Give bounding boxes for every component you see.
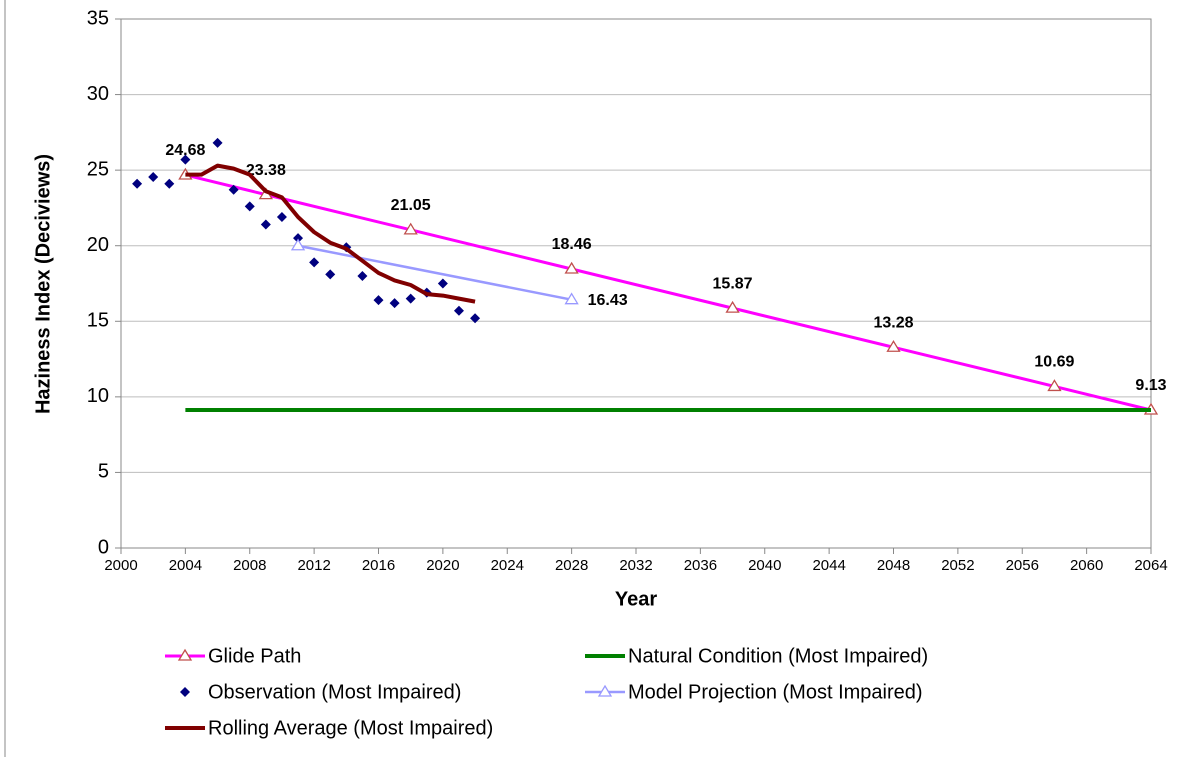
marker [725, 300, 740, 313]
x-tick-label: 2020 [426, 557, 459, 574]
marker [309, 257, 320, 268]
marker [148, 171, 159, 182]
x-tick-label: 2056 [1006, 557, 1039, 574]
marker [244, 201, 255, 212]
series-line [185, 173, 1152, 412]
marker [228, 184, 239, 195]
y-tick-label: 5 [98, 461, 109, 483]
legend-label: Observation (Most Impaired) [208, 681, 461, 703]
data-label: 24.68 [165, 142, 205, 159]
y-tick-label: 15 [87, 310, 109, 332]
data-label: 13.28 [873, 315, 913, 332]
legend-item: Natural Condition (Most Impaired) [585, 645, 928, 667]
marker [1047, 379, 1062, 392]
marker [290, 238, 306, 251]
x-tick-label: 2024 [491, 557, 524, 574]
y-tick-label: 0 [98, 536, 109, 558]
y-tick-label: 35 [87, 7, 109, 29]
legend-marker [597, 684, 613, 697]
y-tick-label: 30 [87, 83, 109, 105]
x-axis-title: Year [615, 588, 657, 610]
marker [453, 305, 464, 316]
marker [325, 269, 336, 280]
legend-label: Rolling Average (Most Impaired) [208, 717, 493, 739]
x-tick-label: 2064 [1134, 557, 1167, 574]
marker [276, 211, 287, 222]
x-tick-label: 2060 [1070, 557, 1103, 574]
x-tick-label: 2016 [362, 557, 395, 574]
data-label: 15.87 [713, 275, 753, 292]
legend-label: Model Projection (Most Impaired) [628, 681, 923, 703]
marker [293, 233, 304, 244]
data-label: 21.05 [391, 197, 431, 214]
marker [164, 178, 175, 189]
series-line [297, 244, 572, 301]
y-tick-label: 10 [87, 385, 109, 407]
x-tick-label: 2028 [555, 557, 588, 574]
y-axis-title: Haziness Index (Deciviews) [32, 154, 54, 414]
data-label: 18.46 [552, 236, 592, 253]
y-tick-label: 25 [87, 158, 109, 180]
x-tick-label: 2032 [619, 557, 652, 574]
legend-item: Observation (Most Impaired) [180, 681, 461, 703]
marker [260, 219, 271, 230]
x-tick-label: 2036 [684, 557, 717, 574]
data-label: 10.69 [1034, 354, 1074, 371]
data-label: 16.43 [588, 292, 628, 309]
data-label: 9.13 [1135, 377, 1166, 394]
legend-item: Glide Path [165, 645, 301, 667]
marker [564, 261, 579, 274]
x-tick-label: 2008 [233, 557, 266, 574]
y-tick-label: 20 [87, 234, 109, 256]
marker [405, 293, 416, 304]
x-tick-label: 2044 [812, 557, 845, 574]
series-line [185, 163, 476, 304]
x-tick-label: 2040 [748, 557, 781, 574]
marker [357, 270, 368, 281]
x-tick-label: 2012 [297, 557, 330, 574]
legend-marker [180, 687, 190, 697]
x-tick-label: 2048 [877, 557, 910, 574]
marker [564, 292, 579, 305]
marker [886, 340, 901, 352]
legend-item: Model Projection (Most Impaired) [585, 681, 923, 703]
legend-label: Glide Path [208, 645, 301, 667]
x-tick-label: 2052 [941, 557, 974, 574]
legend-label: Natural Condition (Most Impaired) [628, 645, 928, 667]
marker [403, 222, 418, 235]
marker [373, 295, 384, 306]
legend-marker [177, 648, 193, 661]
marker [212, 137, 223, 148]
marker [132, 178, 143, 189]
legend-item: Rolling Average (Most Impaired) [165, 717, 493, 739]
marker [437, 278, 448, 289]
x-tick-label: 2004 [169, 557, 202, 574]
data-label: 23.38 [246, 162, 286, 179]
marker [180, 154, 191, 165]
marker [470, 313, 481, 324]
x-tick-label: 2000 [104, 557, 137, 574]
marker [389, 298, 400, 309]
